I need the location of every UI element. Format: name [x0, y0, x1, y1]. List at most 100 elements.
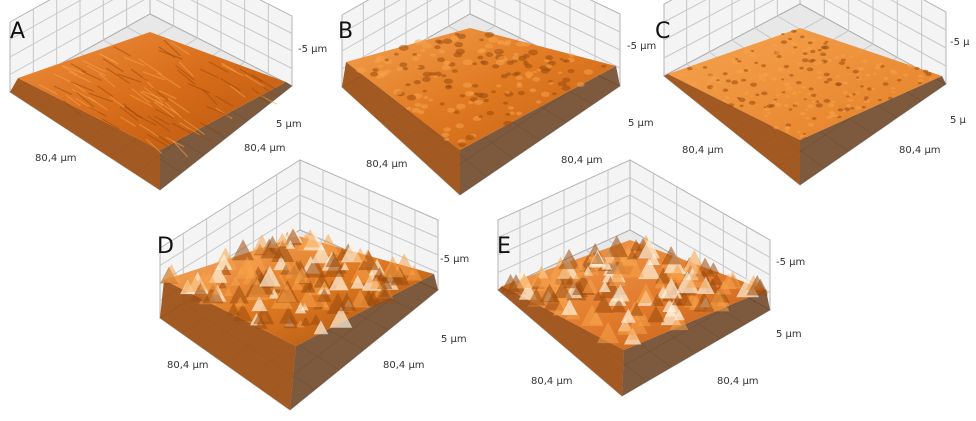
texture-peak: [231, 239, 255, 261]
texture-peak: [337, 292, 357, 312]
texture-grain: [464, 90, 475, 97]
texture-grain: [862, 59, 868, 64]
texture-grain: [694, 64, 701, 69]
texture-peak: [350, 260, 374, 283]
texture-grain: [722, 88, 729, 92]
texture-grain: [496, 84, 502, 88]
texture-grain: [536, 68, 542, 72]
texture-peak: [654, 277, 666, 289]
texture-grain: [808, 37, 816, 42]
texture-ridge: [88, 92, 113, 103]
texture-grain: [509, 111, 515, 115]
texture-grain: [917, 81, 923, 85]
panel-c-z-top-label: -5 µ: [950, 37, 970, 48]
texture-grain: [502, 41, 511, 46]
panel-a: [9, 0, 293, 191]
texture-ridge: [158, 46, 176, 59]
texture-grain: [800, 134, 807, 139]
texture-grain: [823, 72, 830, 77]
panel-e-z-top-label: -5 µm: [776, 257, 805, 268]
texture-peak: [602, 252, 616, 265]
texture-peak: [706, 289, 730, 312]
texture-ridge: [206, 105, 231, 118]
texture-ridge: [215, 95, 234, 108]
texture-grain: [459, 94, 466, 98]
texture-grain: [783, 82, 791, 87]
texture-grain: [441, 64, 451, 71]
surface-side-right: [800, 76, 946, 185]
texture-grain: [799, 66, 804, 70]
texture-ridge: [251, 87, 270, 104]
texture-grain: [523, 60, 528, 63]
texture-grain: [776, 55, 782, 59]
texture-peak: [709, 272, 723, 285]
texture-grain: [433, 75, 438, 78]
texture-grain: [497, 55, 508, 62]
texture-grain: [811, 100, 817, 104]
texture-ridge: [229, 85, 246, 98]
texture-grain: [532, 76, 541, 82]
texture-grain: [806, 92, 812, 96]
texture-grain: [514, 71, 521, 76]
texture-grain: [807, 122, 815, 127]
texture-peak: [605, 235, 629, 258]
texture-peak: [558, 248, 580, 270]
panel-d-z-mid-label: 5 µm: [441, 334, 467, 345]
texture-grain: [529, 88, 537, 93]
texture-peak: [161, 264, 182, 283]
texture-grain: [850, 107, 855, 110]
texture-grain: [776, 94, 780, 97]
grid-line: [477, 0, 621, 69]
texture-ridge: [239, 68, 263, 83]
texture-grain: [743, 68, 749, 72]
texture-ridge: [167, 97, 190, 114]
texture-grain: [773, 98, 778, 101]
texture-ridge: [105, 67, 131, 84]
texture-grain: [503, 101, 509, 105]
texture-grain: [438, 49, 446, 54]
texture-grain: [399, 62, 408, 68]
texture-grain: [748, 51, 753, 54]
texture-peak: [682, 249, 706, 272]
texture-grain: [842, 109, 847, 112]
surface-side-right: [622, 290, 770, 396]
texture-grain: [516, 82, 522, 86]
texture-peak: [285, 239, 296, 249]
texture-grain: [729, 57, 737, 62]
texture-grain: [852, 69, 859, 74]
texture-grain: [443, 137, 450, 141]
texture-grain: [711, 86, 717, 90]
texture-ridge: [142, 71, 166, 81]
texture-peak: [224, 287, 233, 296]
texture-ridge: [70, 81, 95, 92]
texture-grain: [522, 53, 530, 59]
texture-peak: [592, 290, 604, 301]
grid-line: [341, 0, 464, 70]
texture-grain: [484, 43, 494, 49]
texture-grain: [392, 89, 403, 95]
texture-peak: [626, 248, 638, 260]
texture-grain: [708, 74, 714, 78]
texture-grain: [415, 65, 420, 69]
texture-grain: [834, 55, 840, 60]
texture-grain: [896, 78, 902, 82]
texture-grain: [791, 29, 797, 33]
texture-ridge: [124, 106, 143, 119]
texture-grain: [762, 78, 767, 82]
texture-grain: [816, 76, 823, 80]
texture-ridge: [71, 81, 86, 93]
texture-grain: [443, 61, 451, 66]
texture-grain: [455, 123, 465, 129]
texture-ridge: [260, 84, 277, 97]
grid-line: [629, 177, 771, 258]
texture-grain: [764, 107, 770, 112]
texture-peak: [218, 280, 227, 289]
surface-side-right: [290, 274, 438, 410]
texture-grain: [754, 61, 759, 64]
panel-e: [497, 159, 772, 397]
grid-line: [190, 0, 293, 52]
texture-ridge: [147, 134, 168, 147]
texture-grain: [687, 67, 693, 71]
texture-grain: [789, 73, 794, 77]
texture-peak: [227, 302, 241, 316]
